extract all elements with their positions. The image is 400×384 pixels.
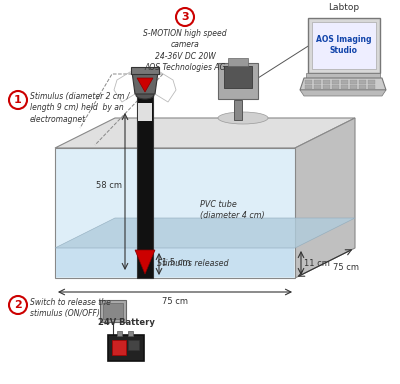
Polygon shape: [295, 118, 355, 278]
Bar: [308, 18, 380, 73]
Bar: [332, 80, 339, 83]
Bar: [137, 95, 153, 278]
Bar: [350, 85, 357, 88]
Bar: [108, 335, 144, 361]
Bar: [56, 248, 294, 277]
Bar: [228, 58, 248, 66]
Text: Labtop: Labtop: [328, 3, 360, 12]
Bar: [305, 80, 312, 83]
Text: 24V Battery: 24V Battery: [98, 318, 154, 327]
Bar: [103, 303, 123, 319]
Text: 58 cm: 58 cm: [96, 182, 122, 190]
Bar: [341, 80, 348, 83]
Bar: [359, 80, 366, 83]
Circle shape: [9, 91, 27, 109]
Text: 11 cm: 11 cm: [304, 258, 330, 268]
Polygon shape: [135, 250, 155, 274]
Bar: [312, 22, 376, 69]
Text: Stimulus (diameter 2 cm /
length 9 cm) held  by an
electromagnet: Stimulus (diameter 2 cm / length 9 cm) h…: [30, 92, 130, 124]
Ellipse shape: [218, 112, 268, 124]
Bar: [55, 148, 295, 278]
Bar: [368, 85, 375, 88]
Text: PVC tube
(diameter 4 cm): PVC tube (diameter 4 cm): [200, 200, 265, 220]
Text: 1: 1: [14, 95, 22, 105]
Polygon shape: [300, 90, 386, 96]
Text: Switch to release the
stimulus (ON/OFF): Switch to release the stimulus (ON/OFF): [30, 298, 111, 318]
Bar: [323, 80, 330, 83]
Bar: [218, 63, 258, 99]
Bar: [359, 85, 366, 88]
Polygon shape: [55, 118, 355, 148]
Bar: [368, 80, 375, 83]
Bar: [100, 300, 126, 322]
Bar: [305, 85, 312, 88]
Text: 2: 2: [14, 300, 22, 310]
Text: 75 cm: 75 cm: [333, 263, 359, 273]
Bar: [350, 80, 357, 83]
Bar: [131, 67, 159, 74]
Bar: [332, 85, 339, 88]
Text: 75 cm: 75 cm: [162, 297, 188, 306]
Circle shape: [176, 8, 194, 26]
Polygon shape: [55, 218, 355, 248]
Bar: [112, 340, 126, 355]
Text: 1,5 cm: 1,5 cm: [162, 258, 190, 268]
Bar: [314, 80, 321, 83]
Bar: [341, 85, 348, 88]
Text: S-MOTION high speed
camera
24-36V DC 20W
AOS Technologies AG: S-MOTION high speed camera 24-36V DC 20W…: [143, 29, 227, 72]
Polygon shape: [300, 78, 386, 90]
Bar: [323, 85, 330, 88]
Ellipse shape: [136, 91, 154, 99]
Bar: [314, 85, 321, 88]
Bar: [128, 331, 133, 336]
Bar: [117, 331, 122, 336]
Text: AOS Imaging
Studio: AOS Imaging Studio: [316, 35, 372, 55]
Polygon shape: [137, 78, 153, 92]
Text: 3: 3: [181, 12, 189, 22]
Bar: [138, 103, 152, 121]
Circle shape: [9, 296, 27, 314]
Bar: [234, 100, 242, 120]
Text: Stimulus released: Stimulus released: [157, 258, 229, 268]
Bar: [306, 73, 380, 78]
Polygon shape: [132, 72, 158, 94]
Bar: [224, 66, 252, 88]
Bar: [128, 340, 139, 350]
